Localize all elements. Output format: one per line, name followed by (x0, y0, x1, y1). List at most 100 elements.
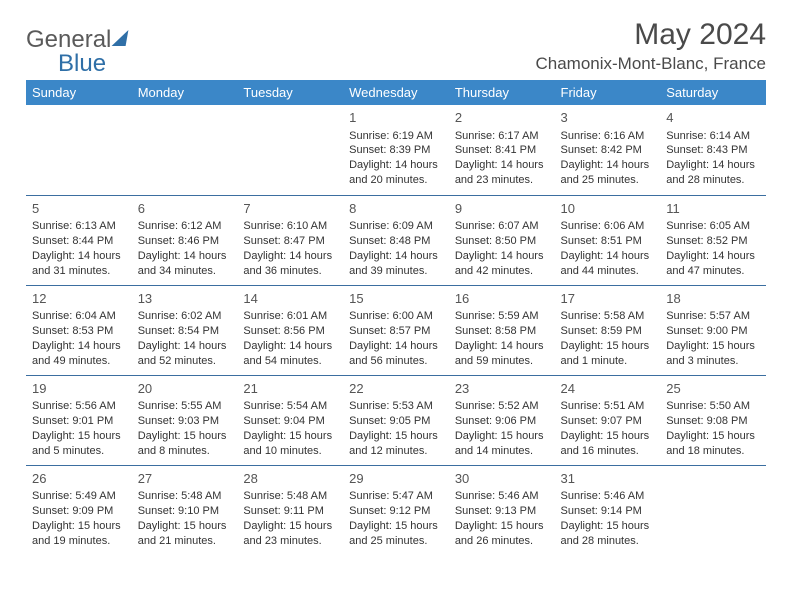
daylight-line: Daylight: 14 hours and 47 minutes. (666, 249, 760, 279)
day-number: 10 (561, 200, 655, 218)
day-number: 18 (666, 290, 760, 308)
day-number: 5 (32, 200, 126, 218)
daylight-line: Daylight: 14 hours and 49 minutes. (32, 339, 126, 369)
daylight-line: Daylight: 15 hours and 1 minute. (561, 339, 655, 369)
daylight-line: Daylight: 14 hours and 44 minutes. (561, 249, 655, 279)
sunrise-line: Sunrise: 6:09 AM (349, 219, 443, 234)
daylight-line: Daylight: 15 hours and 3 minutes. (666, 339, 760, 369)
sunset-line: Sunset: 9:13 PM (455, 504, 549, 519)
sunrise-line: Sunrise: 5:58 AM (561, 309, 655, 324)
sunrise-line: Sunrise: 6:10 AM (243, 219, 337, 234)
sunset-line: Sunset: 8:48 PM (349, 234, 443, 249)
sunrise-line: Sunrise: 5:47 AM (349, 489, 443, 504)
sunset-line: Sunset: 8:50 PM (455, 234, 549, 249)
day-number: 19 (32, 380, 126, 398)
calendar-day-cell: 28Sunrise: 5:48 AMSunset: 9:11 PMDayligh… (237, 465, 343, 555)
calendar-empty-cell (237, 105, 343, 195)
calendar-page: General May 2024 Chamonix-Mont-Blanc, Fr… (0, 0, 792, 565)
sunrise-line: Sunrise: 6:05 AM (666, 219, 760, 234)
daylight-line: Daylight: 15 hours and 5 minutes. (32, 429, 126, 459)
day-number: 12 (32, 290, 126, 308)
calendar-day-cell: 29Sunrise: 5:47 AMSunset: 9:12 PMDayligh… (343, 465, 449, 555)
day-number: 17 (561, 290, 655, 308)
logo-text-blue: Blue (58, 50, 106, 77)
daylight-line: Daylight: 15 hours and 25 minutes. (349, 519, 443, 549)
calendar-day-cell: 14Sunrise: 6:01 AMSunset: 8:56 PMDayligh… (237, 285, 343, 375)
daylight-line: Daylight: 14 hours and 31 minutes. (32, 249, 126, 279)
calendar-day-cell: 26Sunrise: 5:49 AMSunset: 9:09 PMDayligh… (26, 465, 132, 555)
day-number: 29 (349, 470, 443, 488)
sunrise-line: Sunrise: 6:14 AM (666, 129, 760, 144)
day-number: 28 (243, 470, 337, 488)
day-number: 15 (349, 290, 443, 308)
sunset-line: Sunset: 8:39 PM (349, 143, 443, 158)
day-number: 7 (243, 200, 337, 218)
sunrise-line: Sunrise: 6:07 AM (455, 219, 549, 234)
daylight-line: Daylight: 14 hours and 25 minutes. (561, 158, 655, 188)
daylight-line: Daylight: 15 hours and 16 minutes. (561, 429, 655, 459)
calendar-day-cell: 19Sunrise: 5:56 AMSunset: 9:01 PMDayligh… (26, 375, 132, 465)
sunrise-line: Sunrise: 6:06 AM (561, 219, 655, 234)
day-header: Sunday (26, 80, 132, 105)
day-number: 26 (32, 470, 126, 488)
day-number: 20 (138, 380, 232, 398)
day-number: 24 (561, 380, 655, 398)
logo-triangle-icon (112, 30, 129, 46)
calendar-empty-cell (660, 465, 766, 555)
sunset-line: Sunset: 8:52 PM (666, 234, 760, 249)
calendar-empty-cell (132, 105, 238, 195)
calendar-body: 1Sunrise: 6:19 AMSunset: 8:39 PMDaylight… (26, 105, 766, 555)
sunrise-line: Sunrise: 6:16 AM (561, 129, 655, 144)
sunset-line: Sunset: 8:46 PM (138, 234, 232, 249)
sunrise-line: Sunrise: 5:55 AM (138, 399, 232, 414)
sunset-line: Sunset: 9:06 PM (455, 414, 549, 429)
daylight-line: Daylight: 14 hours and 54 minutes. (243, 339, 337, 369)
calendar-day-cell: 21Sunrise: 5:54 AMSunset: 9:04 PMDayligh… (237, 375, 343, 465)
sunrise-line: Sunrise: 6:19 AM (349, 129, 443, 144)
calendar-day-cell: 11Sunrise: 6:05 AMSunset: 8:52 PMDayligh… (660, 195, 766, 285)
sunset-line: Sunset: 9:04 PM (243, 414, 337, 429)
daylight-line: Daylight: 14 hours and 59 minutes. (455, 339, 549, 369)
sunset-line: Sunset: 8:59 PM (561, 324, 655, 339)
month-title: May 2024 (535, 18, 766, 52)
calendar-week-row: 12Sunrise: 6:04 AMSunset: 8:53 PMDayligh… (26, 285, 766, 375)
sunrise-line: Sunrise: 5:48 AM (243, 489, 337, 504)
calendar-day-cell: 15Sunrise: 6:00 AMSunset: 8:57 PMDayligh… (343, 285, 449, 375)
sunrise-line: Sunrise: 5:48 AM (138, 489, 232, 504)
sunset-line: Sunset: 8:43 PM (666, 143, 760, 158)
day-number: 22 (349, 380, 443, 398)
sunrise-line: Sunrise: 6:13 AM (32, 219, 126, 234)
calendar-day-cell: 17Sunrise: 5:58 AMSunset: 8:59 PMDayligh… (555, 285, 661, 375)
sunset-line: Sunset: 9:12 PM (349, 504, 443, 519)
daylight-line: Daylight: 15 hours and 10 minutes. (243, 429, 337, 459)
calendar-week-row: 19Sunrise: 5:56 AMSunset: 9:01 PMDayligh… (26, 375, 766, 465)
day-header: Monday (132, 80, 238, 105)
day-number: 8 (349, 200, 443, 218)
day-number: 9 (455, 200, 549, 218)
sunset-line: Sunset: 8:58 PM (455, 324, 549, 339)
daylight-line: Daylight: 14 hours and 23 minutes. (455, 158, 549, 188)
calendar-day-cell: 1Sunrise: 6:19 AMSunset: 8:39 PMDaylight… (343, 105, 449, 195)
sunset-line: Sunset: 9:03 PM (138, 414, 232, 429)
calendar-day-cell: 13Sunrise: 6:02 AMSunset: 8:54 PMDayligh… (132, 285, 238, 375)
calendar-week-row: 26Sunrise: 5:49 AMSunset: 9:09 PMDayligh… (26, 465, 766, 555)
calendar-day-cell: 18Sunrise: 5:57 AMSunset: 9:00 PMDayligh… (660, 285, 766, 375)
day-header: Tuesday (237, 80, 343, 105)
sunset-line: Sunset: 8:57 PM (349, 324, 443, 339)
day-number: 16 (455, 290, 549, 308)
calendar-week-row: 5Sunrise: 6:13 AMSunset: 8:44 PMDaylight… (26, 195, 766, 285)
day-number: 21 (243, 380, 337, 398)
day-number: 23 (455, 380, 549, 398)
sunrise-line: Sunrise: 5:57 AM (666, 309, 760, 324)
day-number: 11 (666, 200, 760, 218)
sunset-line: Sunset: 9:07 PM (561, 414, 655, 429)
calendar-day-cell: 27Sunrise: 5:48 AMSunset: 9:10 PMDayligh… (132, 465, 238, 555)
daylight-line: Daylight: 14 hours and 42 minutes. (455, 249, 549, 279)
sunset-line: Sunset: 9:11 PM (243, 504, 337, 519)
sunset-line: Sunset: 8:53 PM (32, 324, 126, 339)
calendar-day-cell: 25Sunrise: 5:50 AMSunset: 9:08 PMDayligh… (660, 375, 766, 465)
sunset-line: Sunset: 9:05 PM (349, 414, 443, 429)
day-header: Wednesday (343, 80, 449, 105)
day-number: 27 (138, 470, 232, 488)
calendar-empty-cell (26, 105, 132, 195)
